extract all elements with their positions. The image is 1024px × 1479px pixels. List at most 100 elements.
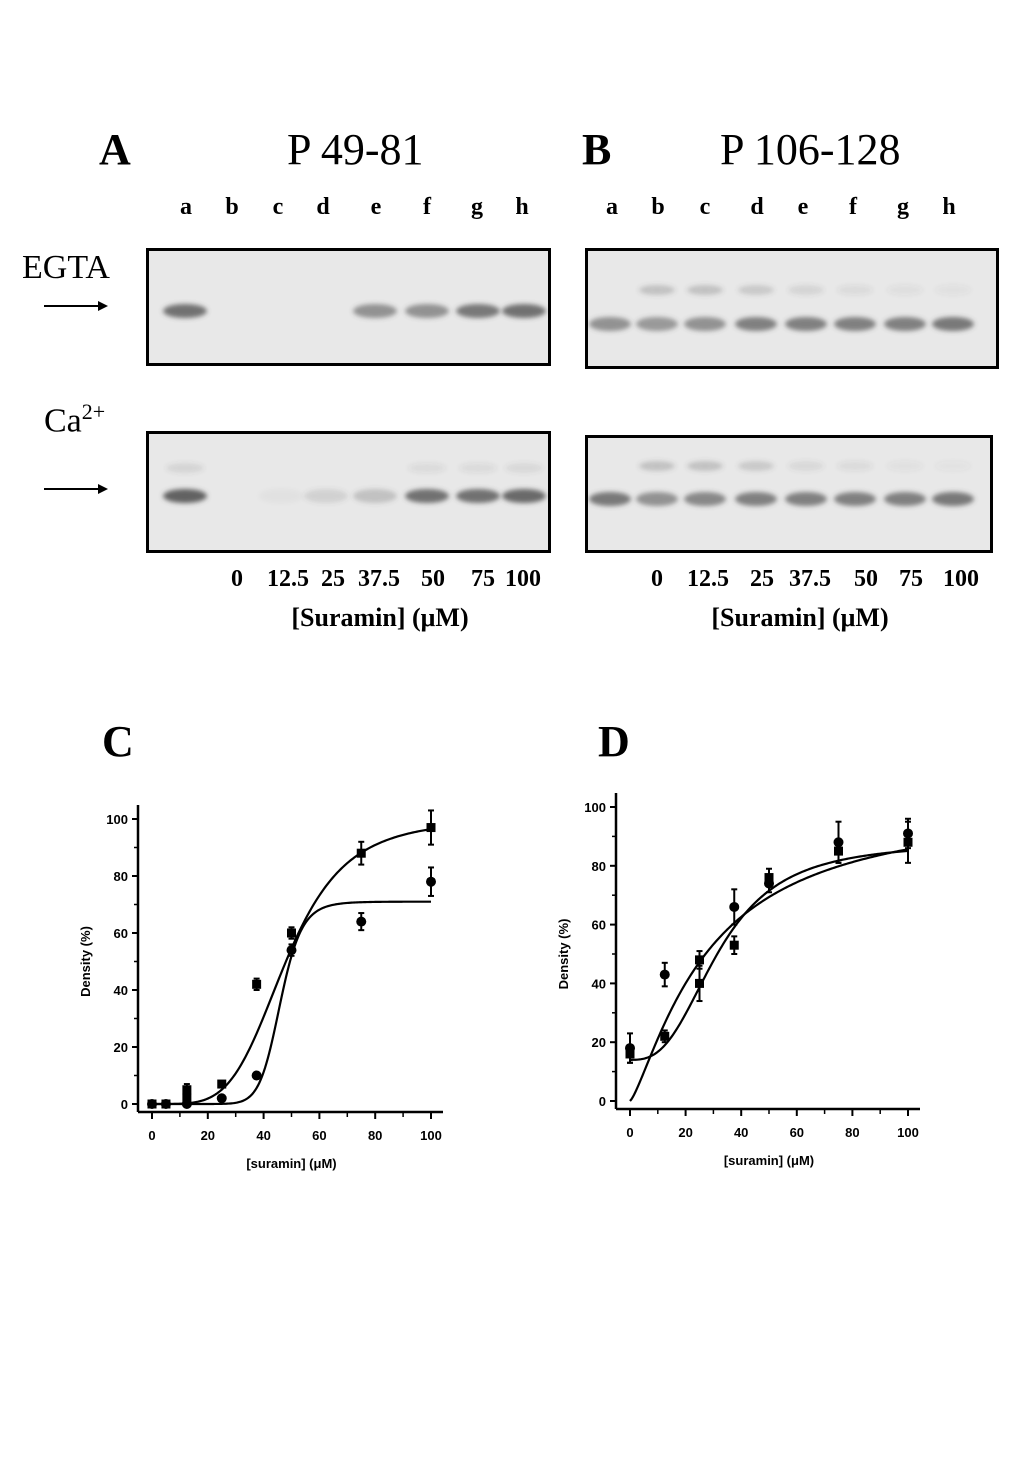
y-tick-label: 20 [592,1035,606,1050]
y-tick-label: 100 [584,800,606,815]
gel-band-upper [837,285,873,295]
data-point-circle [147,1099,157,1109]
gel-band-upper [935,461,971,471]
lane-label: d [750,194,764,220]
concentration-label: 37.5 [789,566,831,592]
panel-b-title: P 106-128 [720,125,901,174]
gel-band [502,304,546,318]
ca-label-base: Ca [44,402,82,440]
data-point-circle [903,828,913,839]
panel-d-letter: D [598,717,630,766]
data-point-square [729,940,739,950]
y-tick-label: 60 [592,918,606,933]
data-point-circle [356,916,367,927]
data-point-square [356,848,366,858]
lane-label: h [942,194,956,220]
data-point-circle [181,1099,192,1109]
data-point-circle [286,945,297,956]
lane-label: f [849,194,857,220]
lane-label: c [272,194,284,220]
ca-label: Ca2+ [44,399,105,440]
panel-b-xlabel: [Suramin] (μM) [711,603,889,632]
concentration-label: 100 [943,566,979,592]
gel-band-upper [639,285,675,295]
x-tick-label: 60 [312,1128,326,1143]
gel-band [834,317,876,331]
gel-band [932,317,974,331]
gel-band [884,317,926,331]
x-tick-label: 100 [420,1128,442,1143]
gel-band [589,317,631,331]
data-point-square [252,979,262,989]
lane-label: h [515,194,529,220]
gel-b-ca-image [588,438,990,550]
y-axis-label: Density (%) [556,919,571,990]
chart-c: 0 20 40 60 80 100 0 20 40 60 80 100 [suramin] (μM) De… [78,805,443,1171]
y-tick-label: 80 [114,869,128,884]
lane-label: a [606,194,618,220]
data-point-circle [833,837,844,848]
gel-band [684,317,726,331]
x-tick-label: 20 [201,1128,215,1143]
panel-c-letter: C [102,717,134,766]
x-tick-label: 20 [678,1125,692,1140]
gel-band-upper [887,461,923,471]
data-point-circle [764,878,774,889]
gel-a-ca [146,431,551,553]
egta-arrow-icon [44,301,108,311]
gel-band [353,304,397,318]
lane-label: c [699,194,711,220]
gel-band [785,492,827,506]
gel-band [502,489,546,503]
lane-label: g [471,194,483,220]
gel-background [588,251,996,366]
gel-band [636,492,678,506]
data-point-circle [659,969,670,980]
fit-curve-square [152,828,432,1106]
concentration-label: 25 [321,566,345,592]
gel-band [735,492,777,506]
data-point-square [695,978,704,988]
chart-d: 0 20 40 60 80 100 0 20 40 60 80 100 [suramin] (μM) De… [556,793,920,1168]
gel-band [259,489,303,503]
gel-band-upper [788,285,824,295]
data-point-square [660,1031,670,1041]
data-point-circle [426,876,436,887]
lane-label: d [316,194,330,220]
gel-band-upper [837,461,873,471]
x-axis-label: [suramin] (μM) [246,1156,336,1171]
gel-band [163,304,207,318]
gel-band [589,492,631,506]
fit-curve-circle [629,848,909,1102]
y-tick-label: 40 [114,983,128,998]
data-point-square [426,823,436,833]
gel-band-upper [887,285,923,295]
panel-a-title: P 49-81 [287,125,424,174]
data-point-circle [160,1099,171,1109]
gel-b-ca [585,435,993,553]
data-point-square [217,1079,227,1089]
gel-band-upper [935,285,971,295]
gel-band-upper [788,461,824,471]
gel-band [834,492,876,506]
x-tick-label: 0 [148,1128,155,1143]
x-tick-label: 40 [256,1128,270,1143]
gel-band-upper [738,461,774,471]
y-tick-label: 80 [592,859,606,874]
concentration-label: 25 [750,566,774,592]
x-tick-label: 0 [626,1125,633,1140]
gel-band [785,317,827,331]
gel-band-upper [166,463,204,473]
concentration-label: 50 [854,566,878,592]
gel-band-upper [505,463,543,473]
data-point-circle [625,1043,635,1054]
gel-b-egta-image [588,251,996,366]
concentration-label: 12.5 [267,566,309,592]
gel-band-upper [687,285,723,295]
data-point-circle [216,1093,227,1104]
gel-band [405,489,449,503]
gel-a-ca-image [149,434,548,550]
gel-band-upper [639,461,675,471]
lane-label: e [370,194,382,220]
concentration-label: 75 [471,566,495,592]
